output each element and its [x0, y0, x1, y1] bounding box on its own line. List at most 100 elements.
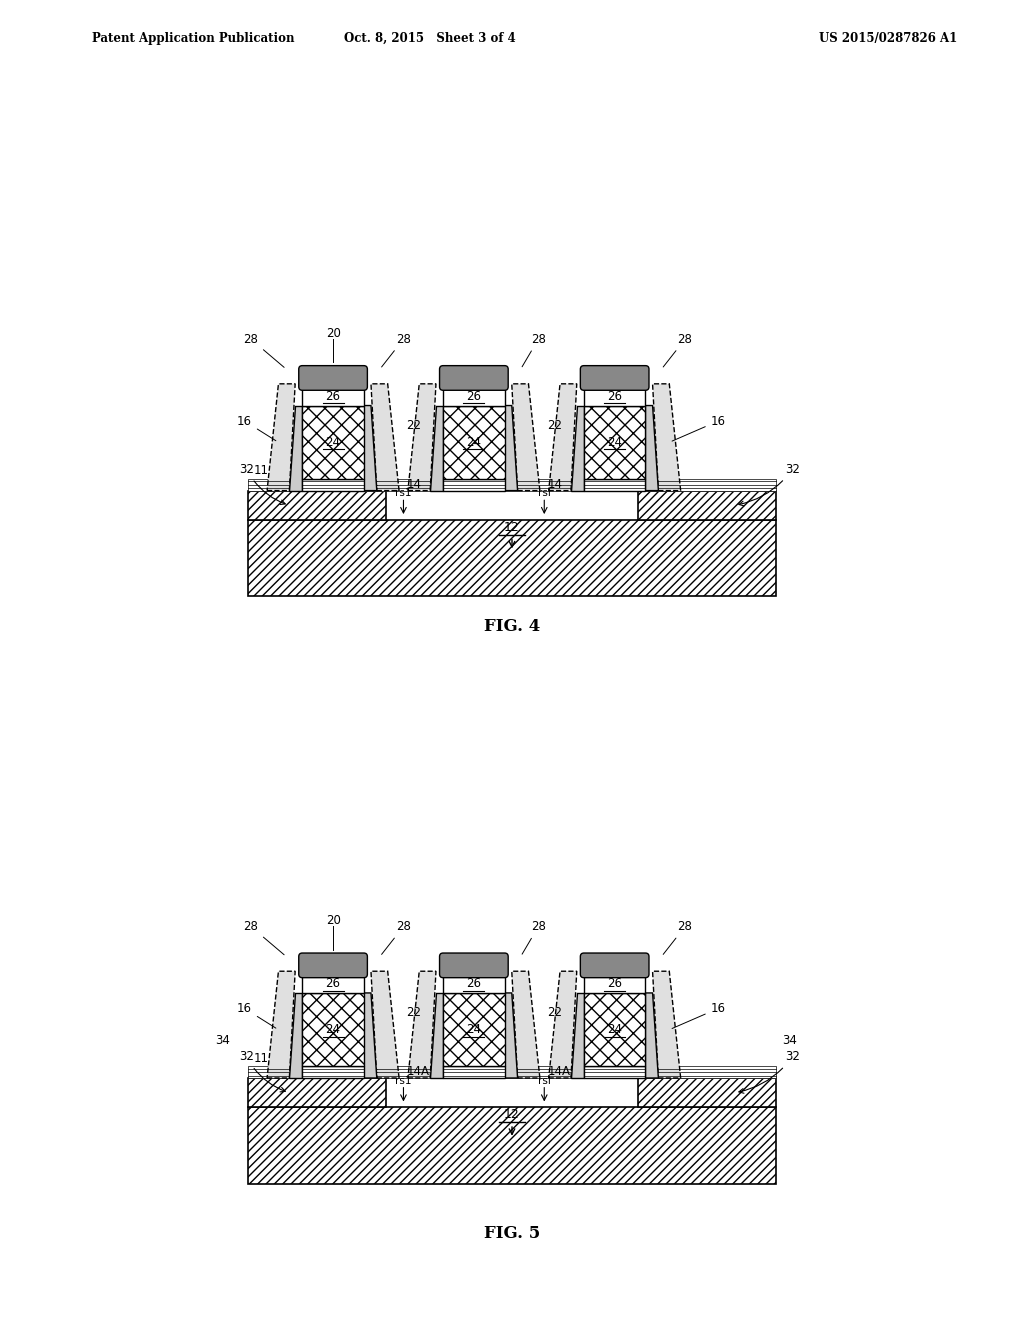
Polygon shape [371, 972, 399, 1078]
FancyBboxPatch shape [302, 1067, 364, 1078]
FancyBboxPatch shape [302, 405, 364, 479]
Text: 32: 32 [240, 1051, 286, 1092]
FancyBboxPatch shape [302, 974, 364, 993]
FancyBboxPatch shape [439, 366, 508, 391]
Text: 32: 32 [240, 463, 286, 504]
FancyBboxPatch shape [377, 479, 495, 491]
FancyBboxPatch shape [638, 491, 776, 520]
Text: US 2015/0287826 A1: US 2015/0287826 A1 [819, 32, 957, 45]
Text: 14A: 14A [547, 1065, 570, 1078]
Text: 32: 32 [739, 1051, 800, 1093]
FancyBboxPatch shape [638, 1078, 776, 1107]
Text: 28: 28 [244, 920, 284, 954]
Text: 12: 12 [504, 1107, 520, 1121]
Text: 11: 11 [254, 465, 269, 477]
FancyBboxPatch shape [248, 479, 377, 491]
Text: 20: 20 [326, 327, 341, 339]
Text: 28: 28 [522, 333, 546, 367]
FancyBboxPatch shape [584, 405, 645, 479]
Polygon shape [430, 993, 443, 1078]
Text: 28: 28 [664, 333, 692, 367]
FancyBboxPatch shape [584, 974, 645, 993]
Text: 28: 28 [664, 920, 692, 954]
Polygon shape [652, 384, 681, 491]
FancyBboxPatch shape [443, 974, 505, 993]
Polygon shape [408, 384, 436, 491]
FancyBboxPatch shape [443, 387, 505, 405]
Polygon shape [645, 993, 658, 1078]
FancyBboxPatch shape [439, 953, 508, 978]
Text: 32: 32 [739, 463, 800, 506]
Polygon shape [571, 405, 584, 491]
Text: 26: 26 [326, 389, 341, 403]
FancyBboxPatch shape [443, 1067, 505, 1078]
FancyBboxPatch shape [302, 479, 364, 491]
FancyBboxPatch shape [299, 366, 368, 391]
FancyBboxPatch shape [584, 479, 645, 491]
Polygon shape [512, 972, 540, 1078]
Text: rsl: rsl [538, 1076, 551, 1085]
Polygon shape [549, 972, 577, 1078]
Text: 22: 22 [547, 1006, 562, 1019]
Text: 22: 22 [407, 418, 422, 432]
Text: 22: 22 [407, 1006, 422, 1019]
Text: 16: 16 [238, 1002, 275, 1028]
FancyBboxPatch shape [584, 387, 645, 405]
FancyBboxPatch shape [443, 479, 505, 491]
Text: 26: 26 [466, 977, 481, 990]
Text: Oct. 8, 2015   Sheet 3 of 4: Oct. 8, 2015 Sheet 3 of 4 [344, 32, 516, 45]
Text: 22: 22 [547, 418, 562, 432]
Polygon shape [645, 405, 658, 491]
FancyBboxPatch shape [495, 479, 647, 491]
FancyBboxPatch shape [443, 993, 505, 1067]
FancyBboxPatch shape [581, 366, 649, 391]
Polygon shape [571, 993, 584, 1078]
Text: 26: 26 [607, 389, 623, 403]
Text: 26: 26 [326, 977, 341, 990]
Text: 34: 34 [215, 1035, 230, 1047]
Text: 14: 14 [407, 478, 422, 491]
FancyBboxPatch shape [443, 405, 505, 479]
FancyBboxPatch shape [377, 1067, 495, 1078]
Text: 12: 12 [504, 520, 520, 533]
Text: rs1: rs1 [395, 1076, 412, 1085]
Text: 14A: 14A [407, 1065, 429, 1078]
FancyBboxPatch shape [248, 1067, 377, 1078]
Text: 24: 24 [607, 436, 623, 449]
Text: 28: 28 [522, 920, 546, 954]
Polygon shape [652, 972, 681, 1078]
FancyBboxPatch shape [299, 953, 368, 978]
FancyBboxPatch shape [584, 1067, 645, 1078]
FancyBboxPatch shape [302, 993, 364, 1067]
Text: 14: 14 [547, 478, 562, 491]
Text: 24: 24 [326, 1023, 341, 1036]
Text: 11: 11 [254, 1052, 269, 1064]
Text: 28: 28 [382, 333, 411, 367]
FancyBboxPatch shape [638, 479, 776, 491]
Polygon shape [512, 384, 540, 491]
FancyBboxPatch shape [302, 387, 364, 405]
Text: 26: 26 [466, 389, 481, 403]
Polygon shape [549, 384, 577, 491]
Polygon shape [430, 405, 443, 491]
Polygon shape [290, 993, 302, 1078]
Polygon shape [408, 972, 436, 1078]
Text: FIG. 5: FIG. 5 [484, 1225, 540, 1242]
Text: 24: 24 [607, 1023, 623, 1036]
Text: 24: 24 [466, 1023, 481, 1036]
Text: 24: 24 [466, 436, 481, 449]
Polygon shape [290, 405, 302, 491]
FancyBboxPatch shape [581, 953, 649, 978]
Text: 28: 28 [244, 333, 284, 367]
Text: FIG. 4: FIG. 4 [484, 618, 540, 635]
FancyBboxPatch shape [638, 1067, 776, 1078]
Text: 16: 16 [672, 414, 726, 441]
Polygon shape [267, 384, 295, 491]
Text: 26: 26 [607, 977, 623, 990]
Polygon shape [505, 405, 517, 491]
Polygon shape [505, 993, 517, 1078]
Text: rs1: rs1 [395, 488, 412, 498]
Text: rsl: rsl [538, 488, 551, 498]
Polygon shape [364, 993, 377, 1078]
Text: 16: 16 [672, 1002, 726, 1028]
